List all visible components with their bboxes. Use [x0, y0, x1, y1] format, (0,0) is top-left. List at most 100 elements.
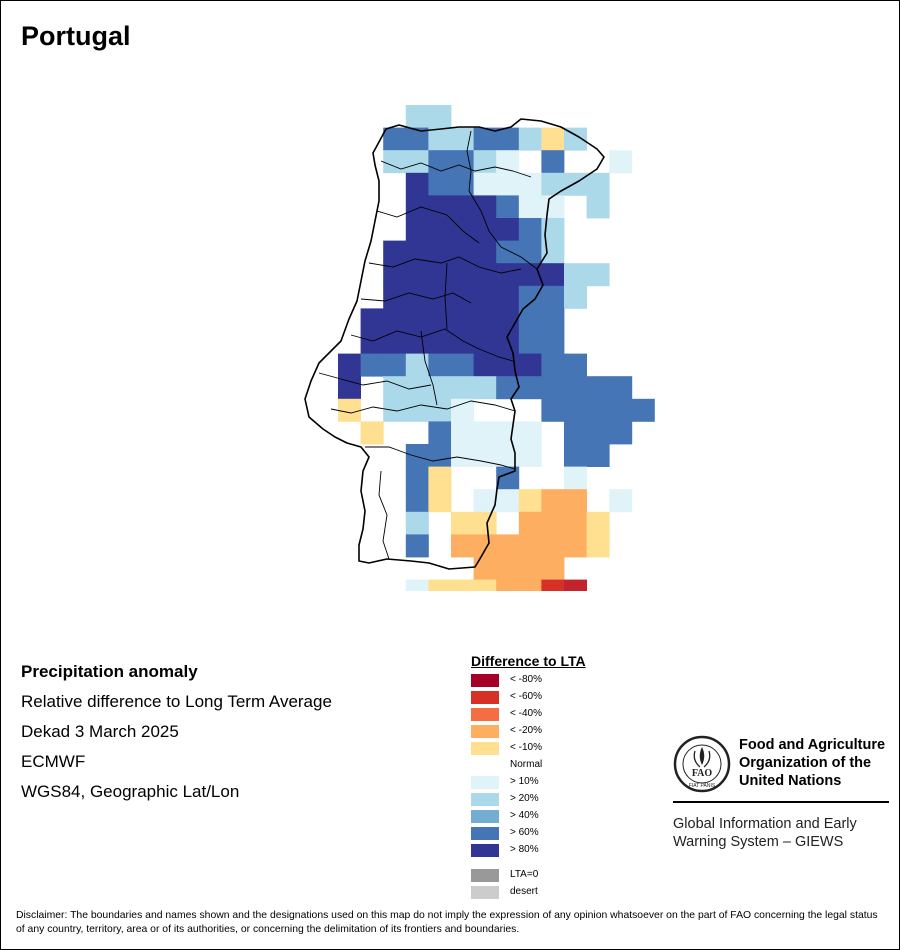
giews-name: Global Information and Early Warning Sys…	[673, 816, 857, 850]
legend-class-swatch	[471, 810, 499, 823]
grid-cell	[541, 263, 565, 287]
legend-extra-row: desert	[471, 885, 586, 902]
grid-cell	[609, 421, 633, 445]
grid-cell	[518, 308, 542, 332]
grid-cell	[473, 150, 497, 174]
grid-cell	[473, 421, 497, 445]
legend-class-swatch	[471, 793, 499, 806]
info-line-reference: Relative difference to Long Term Average	[21, 692, 332, 711]
anomaly-grid	[338, 105, 655, 591]
grid-cell	[564, 353, 587, 377]
grid-cell	[496, 195, 520, 219]
info-heading: Precipitation anomaly	[21, 662, 198, 681]
grid-cell	[383, 353, 407, 377]
grid-cell	[541, 172, 565, 196]
grid-cell	[451, 172, 474, 196]
grid-cell	[451, 195, 474, 219]
grid-cell	[428, 105, 452, 128]
grid-cell	[360, 331, 384, 354]
grid-cell	[473, 218, 497, 241]
fao-divider	[673, 801, 889, 803]
grid-cell	[541, 489, 565, 513]
grid-cell	[496, 579, 520, 591]
grid-cell	[405, 466, 429, 490]
legend-class-label: > 80%	[510, 844, 539, 855]
district-boundaries	[318, 130, 538, 560]
grid-cell	[564, 127, 587, 151]
grid-cell	[428, 579, 452, 591]
grid-cell	[451, 285, 474, 309]
legend-class-swatch	[471, 844, 499, 857]
grid-cell	[609, 489, 633, 513]
grid-cell	[405, 172, 429, 196]
grid-cell	[428, 421, 452, 445]
grid-cell	[451, 398, 474, 422]
grid-cell	[428, 398, 452, 422]
legend-class-row: > 10%	[471, 775, 586, 792]
portugal-anomaly-map	[304, 105, 655, 591]
grid-cell	[518, 444, 542, 467]
grid-cell	[586, 376, 610, 400]
grid-cell	[451, 308, 474, 332]
grid-cell	[496, 172, 520, 196]
grid-cell	[586, 511, 610, 535]
info-line-projection: WGS84, Geographic Lat/Lon	[21, 782, 240, 801]
grid-cell	[541, 150, 565, 174]
grid-cell	[586, 398, 610, 422]
legend-class-label: < -80%	[510, 674, 542, 685]
grid-cell	[451, 376, 474, 400]
grid-cell	[473, 511, 497, 535]
grid-cell	[518, 285, 542, 309]
grid-cell	[564, 398, 587, 422]
grid-cell	[541, 127, 565, 151]
map-title: Portugal	[21, 21, 131, 51]
grid-cell	[564, 466, 587, 490]
grid-cell	[338, 376, 361, 400]
legend-class-swatch	[471, 759, 499, 772]
legend-class-row: Normal	[471, 758, 586, 775]
legend-class-label: > 40%	[510, 810, 539, 821]
grid-cell	[518, 218, 542, 241]
legend-class-swatch	[471, 691, 499, 704]
grid-cell	[383, 331, 407, 354]
grid-cell	[496, 263, 520, 287]
legend-extra-label: desert	[510, 886, 538, 897]
legend-extra-swatch	[471, 869, 499, 882]
fao-logo-icon: FAO FIAT PANIS	[673, 735, 731, 793]
grid-cell	[496, 150, 520, 174]
grid-cell	[451, 579, 474, 591]
legend-class-swatch	[471, 674, 499, 687]
grid-cell	[541, 557, 565, 580]
legend-extra: LTA=0 desert	[471, 868, 586, 902]
grid-cell	[405, 511, 429, 535]
grid-cell	[405, 195, 429, 219]
legend-class-swatch	[471, 742, 499, 755]
grid-cell	[518, 172, 542, 196]
grid-cell	[428, 195, 452, 219]
grid-cell	[428, 172, 452, 196]
grid-cell	[518, 263, 542, 287]
grid-cell	[473, 331, 497, 354]
legend-class-label: > 60%	[510, 827, 539, 838]
legend-class-swatch	[471, 725, 499, 738]
grid-cell	[428, 489, 452, 513]
grid-cell	[405, 579, 429, 591]
grid-cell	[496, 218, 520, 241]
grid-cell	[428, 376, 452, 400]
grid-cell	[564, 511, 587, 535]
grid-cell	[428, 150, 452, 174]
grid-cell	[473, 195, 497, 219]
legend-class-row: < -60%	[471, 690, 586, 707]
grid-cell	[541, 331, 565, 354]
grid-cell	[473, 127, 497, 151]
grid-cell	[518, 331, 542, 354]
legend-extra-row: LTA=0	[471, 868, 586, 885]
grid-cell	[586, 172, 610, 196]
legend-class-label: < -10%	[510, 742, 542, 753]
grid-cell	[518, 127, 542, 151]
grid-cell	[541, 240, 565, 264]
grid-cell	[473, 557, 497, 580]
grid-cell	[473, 285, 497, 309]
grid-cell	[541, 511, 565, 535]
